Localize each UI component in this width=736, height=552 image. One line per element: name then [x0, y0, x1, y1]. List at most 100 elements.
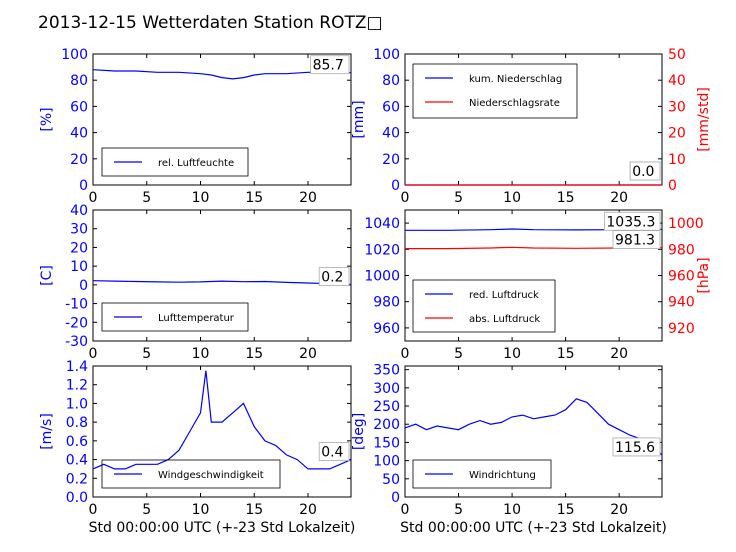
- y2-tick-label: 40: [668, 73, 686, 89]
- y2-axis-label: [mm/std]: [696, 87, 712, 152]
- y-tick-label: 30: [70, 222, 88, 238]
- y-tick-label: 960: [373, 321, 400, 337]
- figure-title: 2013-12-15 Wetterdaten Station ROTZ□: [38, 13, 383, 33]
- y-tick-label: -20: [65, 315, 88, 331]
- panel-temperature: 0 5 10 15 20 -30 -20 -10 0 10 20 30 40 [C] Lufttempera…: [39, 203, 352, 362]
- x-tick-label: 10: [192, 346, 210, 362]
- y-tick-label: 20: [382, 152, 400, 168]
- y-tick-label: 60: [70, 99, 88, 115]
- y2-tick-label: 980: [668, 242, 695, 258]
- y-axis-label: [deg]: [351, 413, 367, 450]
- series-line-pressure-1: [405, 246, 663, 250]
- legend-box: [412, 459, 552, 489]
- value-label: 0.4: [321, 445, 343, 461]
- value-label: 981.3: [615, 233, 655, 249]
- value-label-box: [310, 55, 350, 75]
- series-line-windspeed-0: [92, 370, 352, 470]
- y-axis-label: [%]: [39, 107, 55, 131]
- x-tick-label: 0: [89, 190, 98, 206]
- y-tick-label: 60: [382, 99, 400, 115]
- y-tick-label: 1020: [364, 242, 400, 258]
- y-tick-label: 0: [391, 178, 400, 194]
- y-tick-label: 200: [373, 417, 400, 433]
- y-tick-label: 100: [373, 47, 400, 63]
- y-tick-label: 40: [382, 126, 400, 142]
- value-label: 0.0: [632, 164, 654, 180]
- y-tick-label: 1.4: [66, 359, 88, 375]
- panel-precipitation: 0 5 10 15 20 0 20 40 60 80 100 0 10 20 30 40 50 [mm] [mm/s…: [351, 47, 712, 206]
- y2-tick-label: 10: [668, 152, 686, 168]
- y2-tick-label: 30: [668, 99, 686, 115]
- y-tick-label: 0: [79, 278, 88, 294]
- value-label: 0.2: [321, 269, 343, 285]
- y-tick-label: 10: [70, 259, 88, 275]
- value-label: 1035.3: [606, 214, 655, 230]
- series-line-humidity-0: [92, 69, 352, 80]
- y2-axis-label: [hPa]: [696, 257, 712, 293]
- y-tick-label: 980: [373, 295, 400, 311]
- x-tick-label: 0: [89, 502, 98, 518]
- y-tick-label: 100: [61, 47, 88, 63]
- y-tick-label: 80: [70, 73, 88, 89]
- y-tick-label: 0.8: [66, 415, 88, 431]
- y-tick-label: 1.0: [66, 396, 88, 412]
- y2-tick-label: 1000: [668, 216, 704, 232]
- y-tick-label: 80: [382, 73, 400, 89]
- plot-frame: [92, 53, 352, 186]
- x-tick-label: 20: [610, 190, 628, 206]
- legend-box: [412, 63, 578, 119]
- y-tick-label: -30: [65, 334, 88, 350]
- y-tick-label: 100: [373, 454, 400, 470]
- legend-label: Windgeschwindigkeit: [158, 470, 264, 481]
- x-tick-label: 10: [503, 502, 521, 518]
- y-axis-label: [C]: [39, 265, 55, 286]
- x-tick-label: 5: [454, 190, 463, 206]
- x-tick-label: 0: [89, 346, 98, 362]
- x-tick-label: 10: [192, 502, 210, 518]
- value-label: 85.7: [313, 58, 344, 74]
- y-tick-label: 0.0: [66, 490, 88, 506]
- y-tick-label: 300: [373, 381, 400, 397]
- y-tick-label: 1000: [364, 269, 400, 285]
- y-tick-label: 40: [70, 203, 88, 219]
- y-tick-label: 150: [373, 435, 400, 451]
- y2-tick-label: 50: [668, 47, 686, 63]
- y-tick-label: 0.2: [66, 471, 88, 487]
- x-tick-label: 5: [142, 502, 151, 518]
- y2-tick-label: 20: [668, 126, 686, 142]
- y-axis-label: [mm]: [351, 100, 367, 138]
- legend-label: Niederschlagsrate: [469, 98, 560, 109]
- y2-tick-label: 960: [668, 269, 695, 285]
- panel-humidity: 0 5 10 15 20 0 20 40 60 80 100 [%] rel. Luftfeuchte 8…: [39, 47, 352, 206]
- y-tick-label: 1040: [364, 216, 400, 232]
- y-tick-label: 1.2: [66, 378, 88, 394]
- series-line-winddirection-0: [404, 398, 663, 456]
- value-label-box: [318, 267, 350, 286]
- value-label-box: [318, 442, 350, 461]
- panel-pressure: 0 5 10 15 20 960 980 1000 1020 1040 920 940 960 980 10…: [364, 209, 712, 362]
- x-tick-label: 15: [245, 346, 263, 362]
- x-tick-label: 0: [401, 190, 410, 206]
- x-tick-label: 15: [557, 502, 575, 518]
- x-tick-label: 20: [299, 502, 317, 518]
- x-tick-label: 20: [610, 346, 628, 362]
- x-tick-label: 20: [299, 346, 317, 362]
- legend-label: rel. Luftfeuchte: [158, 158, 234, 169]
- plot-frame: [404, 365, 663, 498]
- x-tick-label: 15: [557, 346, 575, 362]
- legend-label: abs. Luftdruck: [469, 314, 540, 325]
- legend-box: [101, 459, 281, 489]
- x-tick-label: 5: [142, 190, 151, 206]
- panel-windspeed: 0 5 10 15 20 0.0 0.2 0.4 0.6 0.8 1.0 1.2 1.4 [m/s] Std…: [39, 359, 355, 536]
- plot-frame: [92, 365, 352, 498]
- x-tick-label: 5: [454, 502, 463, 518]
- x-tick-label: 0: [401, 346, 410, 362]
- legend-box: [101, 302, 249, 332]
- value-label-box: [629, 161, 661, 181]
- y-tick-label: 20: [70, 240, 88, 256]
- y-tick-label: 350: [373, 363, 400, 379]
- x-tick-label: 10: [503, 346, 521, 362]
